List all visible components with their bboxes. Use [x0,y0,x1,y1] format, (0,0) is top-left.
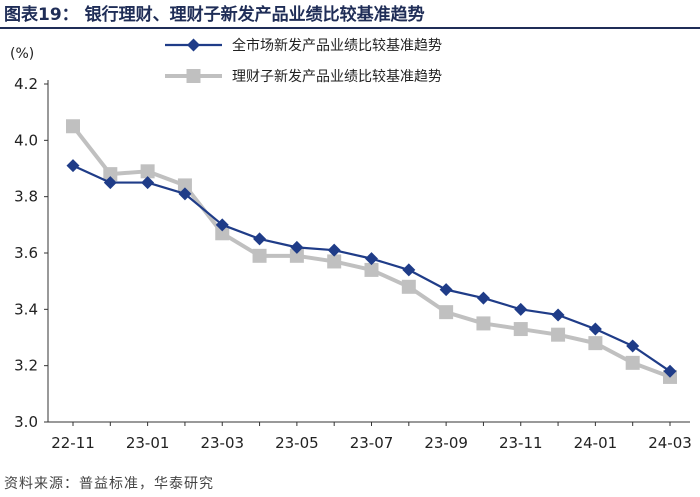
data-point-market [402,263,416,277]
x-tick-label: 24-03 [648,434,692,452]
y-tick-label: 3.0 [14,413,38,431]
data-point-market [663,364,677,378]
data-point-wmc [551,327,566,342]
data-point-market [178,187,192,201]
x-tick-label: 23-03 [200,434,244,452]
y-tick-label: 4.0 [14,131,38,149]
data-point-wmc [140,164,155,179]
data-point-market [253,232,267,246]
line-chart: 3.0 3.2 3.4 3.6 3.8 4.0 4.2 (%) 22-11 23-01 23-03 2… [10,37,692,452]
data-point-wmc [439,305,454,320]
data-point-wmc [364,262,379,277]
data-point-wmc [103,167,118,182]
data-point-wmc [476,316,491,331]
data-point-market [476,291,490,305]
legend-label-market: 全市场新发产品业绩比较基准趋势 [232,37,442,54]
y-tick-label: 3.4 [14,300,38,318]
x-tick-label: 24-01 [574,434,618,452]
data-point-wmc [513,322,528,337]
legend-marker-wmc [186,69,201,83]
x-tick-label: 23-09 [424,434,468,452]
data-point-wmc [215,226,230,241]
x-tick-label: 23-11 [499,434,543,452]
x-tick-label: 23-01 [126,434,170,452]
legend-marker-market [187,38,200,52]
data-point-market [66,159,80,173]
legend-label-wmc: 理财子新发产品业绩比较基准趋势 [232,68,442,85]
data-point-market [327,243,341,257]
source-note: 资料来源：普益标准，华泰研究 [4,476,214,492]
data-point-wmc [66,119,80,134]
data-point-market [514,302,528,316]
data-point-wmc [252,248,267,263]
series-line-wmc [71,125,671,379]
data-point-wmc [327,254,342,269]
x-tick-label: 23-07 [350,434,394,452]
y-tick-label: 3.2 [14,357,38,375]
data-point-wmc [625,355,640,370]
data-point-wmc [401,279,416,294]
data-point-market [365,252,378,266]
x-tick-label: 22-11 [51,434,95,452]
y-tick-label: 3.8 [14,188,38,206]
x-tick-label: 23-05 [275,434,319,452]
data-point-wmc [177,178,192,193]
data-point-wmc [289,248,304,263]
data-point-market [626,339,640,353]
data-point-market [551,308,565,322]
figure-title: 图表19： 银行理财、理财子新发产品业绩比较基准趋势 [4,5,425,25]
y-tick-label: 4.2 [14,75,38,93]
data-point-wmc [588,336,603,351]
data-point-market [103,176,117,190]
data-point-market [290,240,304,254]
data-point-market [588,322,602,336]
y-axis-unit-label: (%) [10,46,34,62]
data-point-market [141,176,155,190]
y-tick-label: 3.6 [14,244,38,262]
data-point-market [439,283,453,297]
title-divider [0,27,700,29]
data-point-market [215,218,229,232]
